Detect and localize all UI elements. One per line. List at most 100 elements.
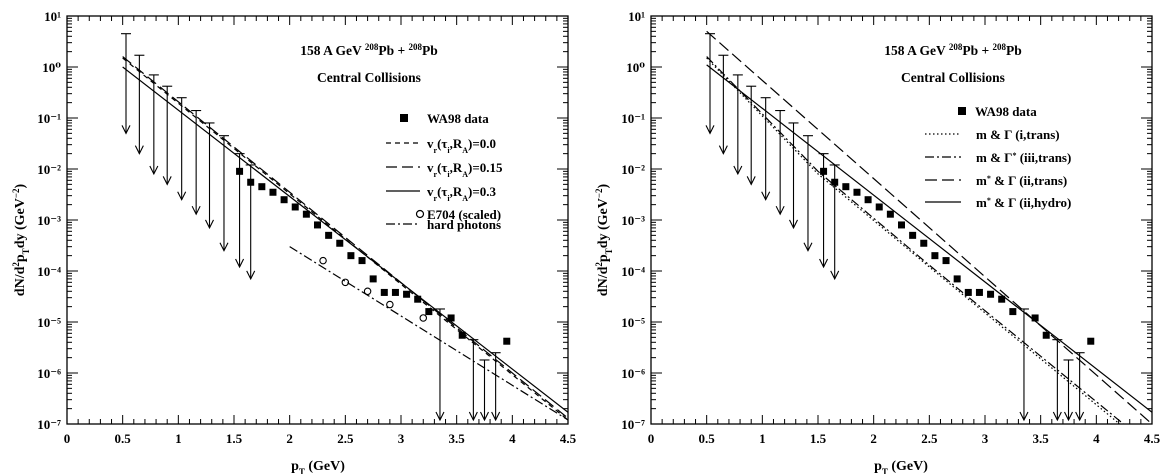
data-point <box>458 331 466 339</box>
y-tick-label: 10⁻¹ <box>37 111 61 126</box>
upper-limit-arrow <box>761 191 771 201</box>
x-tick-label: 2.5 <box>337 431 354 446</box>
y-tick-label: 10⁻⁶ <box>621 366 645 381</box>
upper-limit-arrow <box>830 270 840 281</box>
upper-limit-arrow <box>246 270 256 281</box>
data-point <box>380 288 388 296</box>
upper-limit-arrow <box>775 205 785 216</box>
series-line-m-ii-trans <box>706 30 1152 424</box>
legend: WA98 data m & Γ (i,trans) m & Γ* (iii,tr… <box>925 104 1071 210</box>
upper-limit-arrow <box>235 258 245 269</box>
data-point <box>942 257 950 265</box>
upper-limit-arrow <box>718 145 728 155</box>
data-point <box>975 288 983 296</box>
x-axis-title: pT (GeV) <box>874 459 928 474</box>
upper-limit-arrow <box>468 411 478 422</box>
series-e704-scaled <box>319 256 428 322</box>
legend-label-wa98: WA98 data <box>975 104 1037 119</box>
annotation-line-2: Central Collisions <box>901 70 1005 85</box>
y-tick-label: 10⁻¹ <box>621 111 645 126</box>
data-point <box>258 183 266 191</box>
data-point <box>369 275 377 283</box>
x-tick-label: 2.5 <box>921 431 938 446</box>
y-tick-label: 10⁻³ <box>621 213 645 228</box>
data-point <box>998 295 1006 303</box>
annotation-line-1: 158 A GeV 208Pb + 208Pb <box>884 42 1022 58</box>
data-point <box>280 196 288 204</box>
legend: WA98 data vr(τi,RA)=0.0 vr(τi,RA)=0.15 v… <box>386 111 503 232</box>
y-tick-label: 10⁻⁶ <box>37 366 61 381</box>
x-tick-label: 0 <box>64 431 71 446</box>
annotation-title: 158 A GeV 208Pb + 208Pb Central Collisio… <box>300 42 438 85</box>
data-point <box>386 300 394 309</box>
x-tick-label: 1.5 <box>810 431 827 446</box>
x-ticks: 0 0.5 1 1.5 2 2.5 3 3.5 4 4.5 <box>648 16 1161 446</box>
x-tick-label: 2 <box>870 431 877 446</box>
data-point <box>391 288 399 296</box>
x-tick-label: 4.5 <box>560 431 577 446</box>
y-tick-label: 10⁻⁷ <box>621 417 645 432</box>
right-panel: dN/d2pTdy (GeV−2) pT (GeV) 158 A GeV 208… <box>594 9 1161 474</box>
data-point <box>419 314 428 322</box>
x-axis-title: pT (GeV) <box>291 459 345 474</box>
y-tick-label: 10⁰ <box>42 60 61 75</box>
data-point <box>325 231 333 239</box>
x-tick-label: 0.5 <box>115 431 132 446</box>
data-point <box>875 203 883 211</box>
x-tick-label: 3 <box>398 431 405 446</box>
y-tick-label: 10¹ <box>628 9 645 24</box>
data-point <box>931 252 939 260</box>
data-point <box>1031 314 1039 322</box>
upper-limit-arrow <box>177 191 187 201</box>
data-point <box>920 239 928 247</box>
upper-limit-arrow <box>491 411 501 422</box>
legend-marker-e704 <box>415 209 425 219</box>
x-tick-label: 3.5 <box>449 431 466 446</box>
annotation-title: 158 A GeV 208Pb + 208Pb Central Collisio… <box>884 42 1022 85</box>
data-point <box>842 183 850 191</box>
y-tick-label: 10⁻⁵ <box>621 315 645 330</box>
upper-limit-arrow <box>480 411 489 422</box>
data-point <box>853 188 861 196</box>
data-point <box>314 221 321 229</box>
series-line-hard-photons <box>289 246 568 421</box>
legend-marker-wa98 <box>958 107 966 115</box>
upper-limit-arrow <box>819 258 829 269</box>
data-point <box>864 196 872 204</box>
legend-label-hard: hard photons <box>427 217 501 232</box>
data-point <box>953 275 961 283</box>
series-line-m-iii-trans <box>706 56 1125 424</box>
x-tick-label: 1 <box>175 431 182 446</box>
data-point <box>987 290 995 298</box>
upper-limit-arrow <box>162 176 172 186</box>
series-line-v-r-i-r-a-0-15 <box>122 56 568 419</box>
y-tick-label: 10⁻² <box>37 162 61 177</box>
legend-label-v00: vr(τi,RA)=0.0 <box>427 136 496 155</box>
x-tick-label: 3 <box>982 431 989 446</box>
y-tick-label: 10⁻⁴ <box>621 264 645 279</box>
y-axis-title: dN/d2pTdy (GeV−2) <box>11 183 31 296</box>
upper-limits <box>121 33 501 422</box>
data-point <box>909 231 917 239</box>
upper-limit-arrow <box>789 219 798 230</box>
y-tick-label: 10⁻⁵ <box>37 315 61 330</box>
legend-label-i-trans: m & Γ (i,trans) <box>976 127 1060 142</box>
upper-limit-arrow <box>121 125 131 135</box>
data-point <box>291 203 299 211</box>
y-tick-label: 10⁻⁴ <box>37 264 61 279</box>
upper-limit-arrow <box>191 205 201 216</box>
upper-limit-arrow <box>1064 411 1073 422</box>
data-point <box>319 256 327 265</box>
upper-limit-arrow <box>149 165 159 176</box>
upper-limit-arrow <box>1019 411 1029 422</box>
legend-label-v015: vr(τi,RA)=0.15 <box>427 160 503 179</box>
data-point <box>403 290 411 298</box>
x-tick-label: 4 <box>1093 431 1100 446</box>
series-line-v-r-i-r-a-0-3 <box>122 66 568 413</box>
data-point <box>898 221 905 229</box>
series-line-m-ii-hydro <box>706 64 1152 413</box>
legend-label-v03: vr(τi,RA)=0.3 <box>427 184 497 203</box>
upper-limit-arrow <box>733 165 743 176</box>
series-wa98-data <box>820 167 1095 345</box>
data-point <box>336 239 344 247</box>
